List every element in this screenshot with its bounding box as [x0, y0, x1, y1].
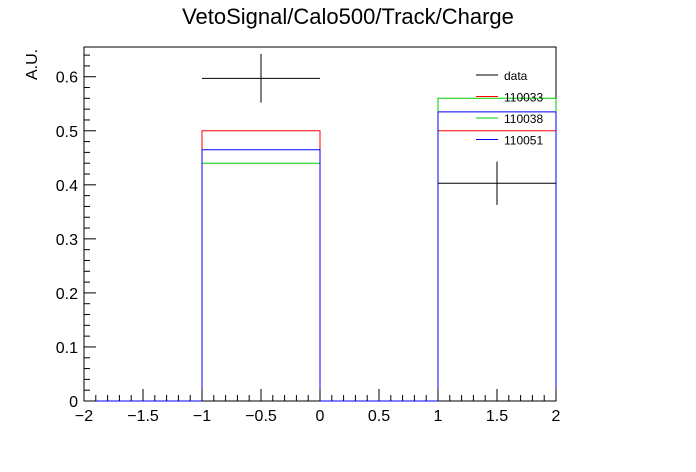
axes-layer: −2 −1.5 −1 −0.5 0 0.5 1 1.5 2 0 0.1 0.2 0.3 0.4 0.5 0.6	[56, 54, 561, 425]
y-tick-label: 0.1	[56, 340, 78, 357]
legend-label-110033: 110033	[504, 91, 543, 105]
x-tick-label: 1	[434, 408, 443, 425]
legend-label-data: data	[504, 69, 528, 83]
histogram-layer	[84, 97, 557, 402]
y-tick-label: 0.3	[56, 232, 78, 249]
x-tick-label: 0	[316, 408, 325, 425]
x-tick-label: 1.5	[486, 408, 508, 425]
x-tick-label: −1.5	[127, 408, 159, 425]
data-points-layer	[202, 54, 556, 205]
y-tick-label: 0	[69, 394, 78, 411]
x-tick-label: 0.5	[368, 408, 390, 425]
y-axis-title: A.U.	[24, 49, 41, 80]
legend: data 110033 110038 110051	[476, 69, 543, 148]
x-tick-label: −1	[193, 408, 211, 425]
chart-title: VetoSignal/Calo500/Track/Charge	[182, 4, 514, 29]
y-tick-label: 0.4	[56, 178, 78, 195]
legend-label-110038: 110038	[504, 112, 543, 126]
legend-label-110051: 110051	[504, 134, 543, 148]
x-tick-label: −2	[75, 408, 93, 425]
y-tick-label: 0.6	[56, 70, 78, 87]
y-tick-label: 0.2	[56, 286, 78, 303]
x-tick-label: −0.5	[245, 408, 277, 425]
x-tick-label: 2	[552, 408, 561, 425]
y-tick-label: 0.5	[56, 124, 78, 141]
